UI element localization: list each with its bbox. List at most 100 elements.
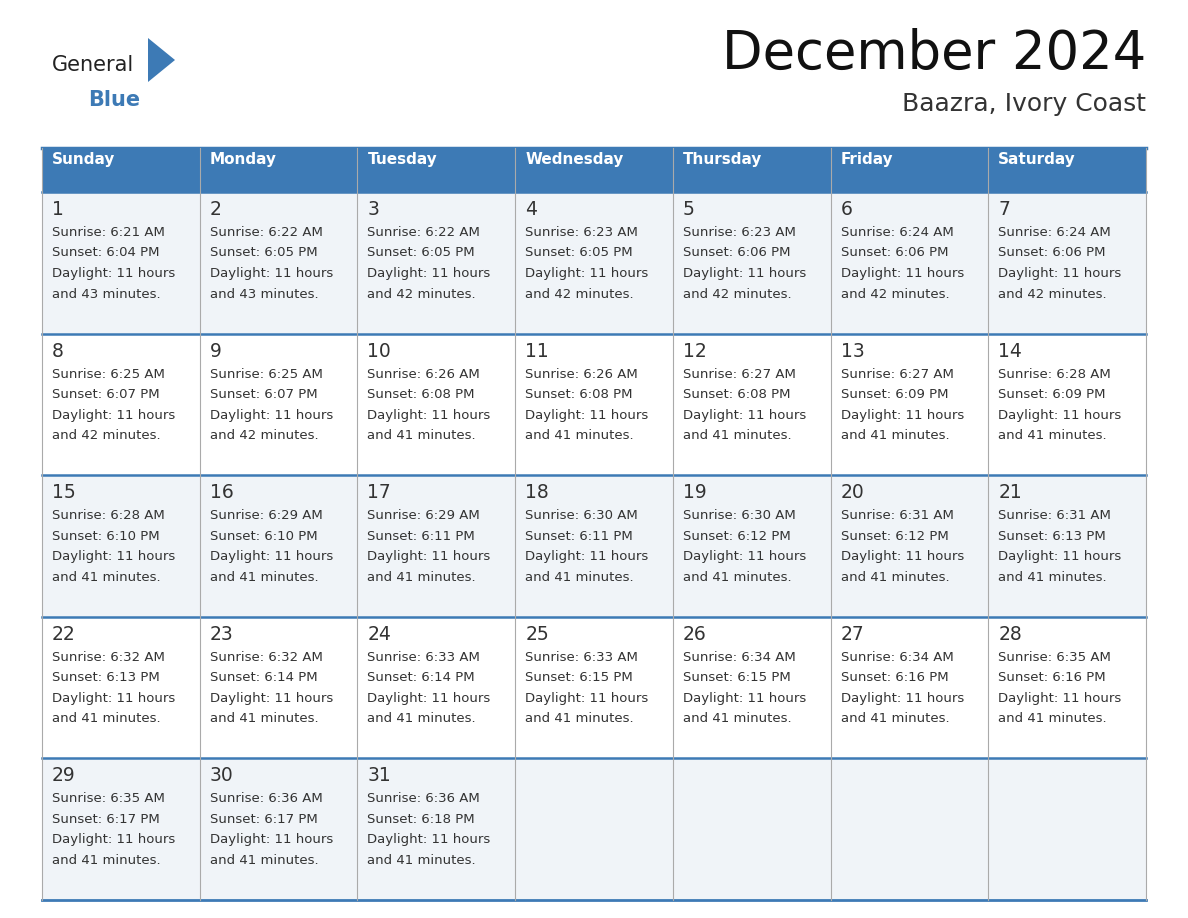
Text: Sunset: 6:04 PM: Sunset: 6:04 PM [52,247,159,260]
Text: 31: 31 [367,767,391,786]
Text: and 41 minutes.: and 41 minutes. [525,712,633,725]
Text: and 41 minutes.: and 41 minutes. [683,571,791,584]
Text: 10: 10 [367,341,391,361]
Text: Sunrise: 6:23 AM: Sunrise: 6:23 AM [525,226,638,239]
Text: Monday: Monday [210,152,277,167]
Text: Sunrise: 6:21 AM: Sunrise: 6:21 AM [52,226,165,239]
Bar [358,148,516,192]
Text: Sunrise: 6:33 AM: Sunrise: 6:33 AM [525,651,638,664]
Text: Sunset: 6:06 PM: Sunset: 6:06 PM [841,247,948,260]
Text: Sunset: 6:10 PM: Sunset: 6:10 PM [210,530,317,543]
Text: 11: 11 [525,341,549,361]
Text: Sunrise: 6:31 AM: Sunrise: 6:31 AM [841,509,954,522]
Polygon shape [148,38,175,82]
Text: Daylight: 11 hours: Daylight: 11 hours [525,692,649,705]
Text: Sunrise: 6:27 AM: Sunrise: 6:27 AM [683,367,796,381]
Text: and 41 minutes.: and 41 minutes. [210,571,318,584]
Text: Sunset: 6:05 PM: Sunset: 6:05 PM [525,247,633,260]
Text: Sunrise: 6:31 AM: Sunrise: 6:31 AM [998,509,1111,522]
Text: Sunrise: 6:35 AM: Sunrise: 6:35 AM [52,792,165,805]
Text: 15: 15 [52,483,76,502]
Bar [42,148,200,192]
Text: Sunset: 6:09 PM: Sunset: 6:09 PM [998,388,1106,401]
Text: Thursday: Thursday [683,152,763,167]
Text: 12: 12 [683,341,707,361]
Text: Sunrise: 6:28 AM: Sunrise: 6:28 AM [52,509,165,522]
Text: Sunrise: 6:22 AM: Sunrise: 6:22 AM [367,226,480,239]
Text: Sunset: 6:16 PM: Sunset: 6:16 PM [998,671,1106,684]
Text: Sunset: 6:06 PM: Sunset: 6:06 PM [683,247,790,260]
Bar [42,758,1146,900]
Text: Sunrise: 6:30 AM: Sunrise: 6:30 AM [525,509,638,522]
Text: Sunrise: 6:23 AM: Sunrise: 6:23 AM [683,226,796,239]
Text: and 42 minutes.: and 42 minutes. [683,287,791,300]
Text: Daylight: 11 hours: Daylight: 11 hours [210,692,333,705]
Text: and 42 minutes.: and 42 minutes. [525,287,633,300]
Text: Sunrise: 6:34 AM: Sunrise: 6:34 AM [683,651,796,664]
Text: 6: 6 [841,200,853,219]
Text: Friday: Friday [841,152,893,167]
Text: Sunset: 6:07 PM: Sunset: 6:07 PM [52,388,159,401]
Text: Sunrise: 6:32 AM: Sunrise: 6:32 AM [210,651,323,664]
Text: 9: 9 [210,341,222,361]
Text: Sunset: 6:10 PM: Sunset: 6:10 PM [52,530,159,543]
Text: and 41 minutes.: and 41 minutes. [683,712,791,725]
Text: 19: 19 [683,483,707,502]
Text: Daylight: 11 hours: Daylight: 11 hours [841,692,963,705]
Text: Sunset: 6:08 PM: Sunset: 6:08 PM [525,388,633,401]
Text: Sunset: 6:08 PM: Sunset: 6:08 PM [367,388,475,401]
Text: 30: 30 [210,767,234,786]
Bar [42,333,1146,476]
Text: Tuesday: Tuesday [367,152,437,167]
Text: Daylight: 11 hours: Daylight: 11 hours [52,692,176,705]
Text: Sunrise: 6:32 AM: Sunrise: 6:32 AM [52,651,165,664]
Text: Sunset: 6:11 PM: Sunset: 6:11 PM [367,530,475,543]
Text: Sunset: 6:15 PM: Sunset: 6:15 PM [683,671,790,684]
Text: Daylight: 11 hours: Daylight: 11 hours [52,267,176,280]
Text: 25: 25 [525,625,549,644]
Text: and 41 minutes.: and 41 minutes. [210,854,318,867]
Text: Sunrise: 6:28 AM: Sunrise: 6:28 AM [998,367,1111,381]
Text: 8: 8 [52,341,64,361]
Text: and 41 minutes.: and 41 minutes. [367,571,476,584]
Text: Sunset: 6:06 PM: Sunset: 6:06 PM [998,247,1106,260]
Text: 1: 1 [52,200,64,219]
Text: Sunset: 6:11 PM: Sunset: 6:11 PM [525,530,633,543]
Text: Sunset: 6:16 PM: Sunset: 6:16 PM [841,671,948,684]
Text: and 41 minutes.: and 41 minutes. [210,712,318,725]
Text: Daylight: 11 hours: Daylight: 11 hours [52,409,176,421]
Text: Daylight: 11 hours: Daylight: 11 hours [841,267,963,280]
Text: Sunset: 6:07 PM: Sunset: 6:07 PM [210,388,317,401]
Text: and 41 minutes.: and 41 minutes. [998,712,1107,725]
Text: 27: 27 [841,625,865,644]
Text: Sunrise: 6:36 AM: Sunrise: 6:36 AM [367,792,480,805]
Text: and 41 minutes.: and 41 minutes. [841,571,949,584]
Text: 2: 2 [210,200,222,219]
Text: and 42 minutes.: and 42 minutes. [210,429,318,442]
Text: and 41 minutes.: and 41 minutes. [52,854,160,867]
Text: and 41 minutes.: and 41 minutes. [52,712,160,725]
Text: and 41 minutes.: and 41 minutes. [525,429,633,442]
Text: Daylight: 11 hours: Daylight: 11 hours [367,834,491,846]
Text: 3: 3 [367,200,379,219]
Text: 17: 17 [367,483,391,502]
Text: Sunset: 6:05 PM: Sunset: 6:05 PM [367,247,475,260]
Text: Sunrise: 6:24 AM: Sunrise: 6:24 AM [998,226,1111,239]
Text: Daylight: 11 hours: Daylight: 11 hours [210,409,333,421]
Text: 7: 7 [998,200,1010,219]
Text: Daylight: 11 hours: Daylight: 11 hours [52,834,176,846]
Text: and 41 minutes.: and 41 minutes. [841,429,949,442]
Text: and 41 minutes.: and 41 minutes. [52,571,160,584]
Text: Daylight: 11 hours: Daylight: 11 hours [525,267,649,280]
Text: Daylight: 11 hours: Daylight: 11 hours [841,409,963,421]
Text: Sunrise: 6:25 AM: Sunrise: 6:25 AM [52,367,165,381]
Text: Daylight: 11 hours: Daylight: 11 hours [367,550,491,564]
Bar [200,148,358,192]
Text: Sunrise: 6:35 AM: Sunrise: 6:35 AM [998,651,1111,664]
Text: General: General [52,55,134,75]
Text: Daylight: 11 hours: Daylight: 11 hours [52,550,176,564]
Text: Sunday: Sunday [52,152,115,167]
Text: Daylight: 11 hours: Daylight: 11 hours [841,550,963,564]
Text: Sunset: 6:15 PM: Sunset: 6:15 PM [525,671,633,684]
Text: Daylight: 11 hours: Daylight: 11 hours [367,692,491,705]
